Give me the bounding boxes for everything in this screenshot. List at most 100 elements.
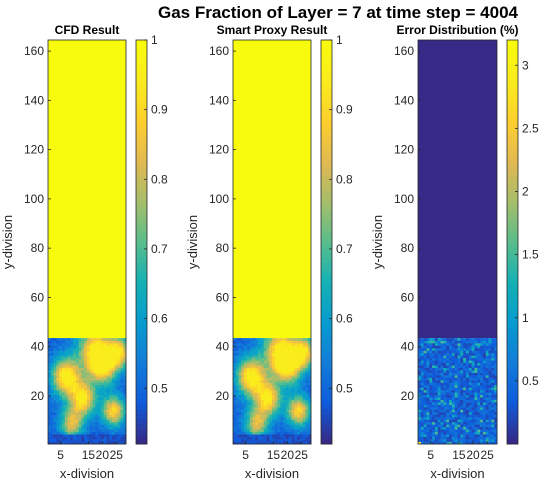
- heatmap-cell: [238, 362, 242, 366]
- heatmap-cell: [494, 384, 498, 388]
- heatmap-cell: [112, 355, 116, 359]
- heatmap-cell: [457, 384, 461, 388]
- heatmap-cell: [263, 416, 267, 420]
- heatmap-cell: [100, 424, 105, 428]
- heatmap-cell: [95, 387, 99, 391]
- heatmap-cell: [258, 411, 262, 415]
- heatmap-cell: [56, 426, 60, 430]
- heatmap-cell: [418, 384, 422, 388]
- heatmap-cell: [280, 365, 284, 368]
- heatmap-cell: [302, 407, 306, 410]
- heatmap-cell: [297, 402, 301, 405]
- heatmap-cell: [112, 345, 116, 349]
- heatmap-cell: [277, 357, 281, 361]
- heatmap-cell: [299, 392, 303, 396]
- heatmap-cell: [70, 360, 74, 364]
- heatmap-cell: [235, 370, 239, 373]
- heatmap-cell: [120, 426, 124, 430]
- heatmap-cell: [70, 409, 74, 413]
- heatmap-cell: [73, 429, 77, 433]
- heatmap-cell: [246, 416, 251, 420]
- heatmap-cell: [480, 362, 484, 366]
- heatmap-cell: [56, 340, 60, 344]
- heatmap-cell: [288, 439, 292, 442]
- heatmap-cell: [283, 411, 287, 415]
- heatmap-cell: [274, 414, 278, 418]
- colorbar-segment: [136, 146, 147, 152]
- heatmap-cell: [238, 387, 242, 391]
- heatmap-cell: [84, 392, 88, 396]
- heatmap-cell: [100, 370, 105, 373]
- heatmap-cell: [56, 379, 60, 383]
- heatmap-cell: [100, 392, 105, 396]
- heatmap-cell: [59, 416, 63, 420]
- heatmap-cell: [114, 394, 118, 398]
- heatmap-cell: [491, 338, 495, 341]
- heatmap-cell: [440, 436, 444, 440]
- heatmap-cell: [291, 360, 295, 364]
- heatmap-cell: [308, 350, 312, 354]
- heatmap-cell: [449, 389, 453, 393]
- heatmap-cell: [95, 424, 99, 428]
- heatmap-cell: [81, 375, 85, 378]
- heatmap-cell: [81, 372, 85, 376]
- heatmap-cell: [274, 389, 278, 393]
- heatmap-cell: [446, 436, 450, 440]
- heatmap-cell: [53, 362, 57, 366]
- heatmap-cell: [463, 402, 467, 405]
- heatmap-cell: [269, 384, 273, 388]
- heatmap-cell: [249, 365, 253, 368]
- heatmap-cell: [89, 375, 93, 378]
- heatmap-cell: [260, 419, 264, 423]
- heatmap-cell: [443, 431, 447, 435]
- heatmap-cell: [61, 389, 66, 393]
- heatmap-cell: [95, 345, 99, 349]
- heatmap-cell: [291, 377, 295, 381]
- heatmap-cell: [294, 347, 298, 351]
- heatmap-cell: [468, 431, 472, 435]
- heatmap-cell: [56, 350, 60, 354]
- heatmap-cell: [249, 377, 253, 381]
- colorbar-segment: [321, 252, 332, 258]
- heatmap-cell: [81, 367, 85, 371]
- heatmap-cell: [67, 426, 71, 430]
- heatmap-cell: [103, 407, 107, 410]
- heatmap-cell: [263, 375, 267, 378]
- heatmap-cell: [249, 362, 253, 366]
- heatmap-cell: [238, 382, 242, 386]
- heatmap-cell: [269, 431, 273, 435]
- heatmap-cell: [460, 362, 464, 366]
- heatmap-cell: [463, 382, 467, 386]
- heatmap-cell: [258, 436, 262, 440]
- colorbar-segment: [507, 353, 518, 359]
- heatmap-cell: [92, 343, 96, 346]
- heatmap-cell: [432, 345, 436, 349]
- heatmap-cell: [241, 421, 245, 425]
- heatmap-cell: [291, 421, 295, 425]
- heatmap-cell: [426, 407, 430, 410]
- heatmap-cell: [485, 411, 489, 415]
- heatmap-cell: [59, 370, 63, 373]
- heatmap-cell: [89, 367, 93, 371]
- heatmap-cell: [488, 345, 492, 349]
- heatmap-cell: [59, 429, 63, 433]
- heatmap-cell: [106, 347, 110, 351]
- heatmap-cell: [53, 372, 57, 376]
- heatmap-cell: [460, 384, 464, 388]
- colorbar-segment: [507, 267, 518, 273]
- colorbar-segment: [507, 337, 518, 344]
- heatmap-cell: [291, 416, 295, 420]
- heatmap-cell: [474, 436, 478, 440]
- heatmap-cell: [123, 392, 127, 396]
- heatmap-cell: [50, 379, 54, 383]
- colorbar-segment: [321, 287, 332, 293]
- heatmap-cell: [106, 416, 110, 420]
- heatmap-cell: [291, 439, 295, 442]
- heatmap-cell: [233, 372, 237, 376]
- heatmap-cell: [89, 411, 93, 415]
- heatmap-cell: [494, 350, 498, 354]
- heatmap-cell: [73, 372, 77, 376]
- colorbar-segment: [321, 146, 332, 152]
- heatmap-cell: [249, 407, 253, 410]
